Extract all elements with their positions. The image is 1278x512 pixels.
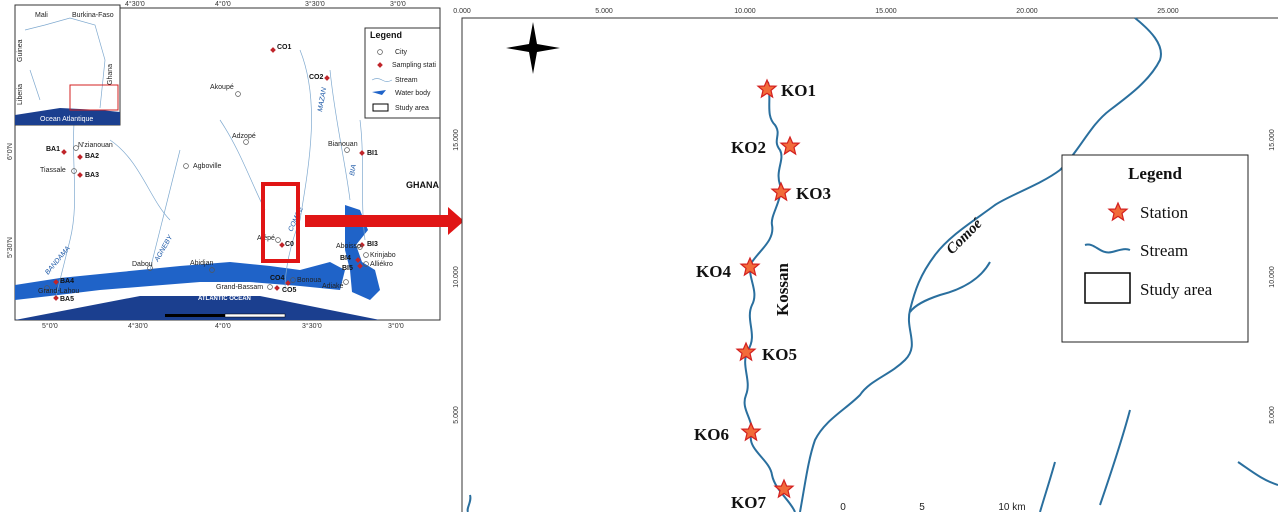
country-label: Burkina-Faso — [72, 12, 114, 19]
top-tick: 4°0'0 — [215, 0, 231, 8]
scale-label: 5 — [919, 502, 925, 512]
legend-label: Study area — [1140, 280, 1213, 299]
station-label: KO3 — [796, 184, 831, 203]
city-label: Abidjan — [190, 260, 213, 267]
top-tick: 10.000 — [734, 8, 756, 15]
right-tick: 15.000 — [1269, 129, 1276, 151]
scale-label: 10 km — [998, 502, 1025, 512]
country-label: Ghana — [107, 64, 114, 85]
bottom-tick: 3°30'0 — [302, 322, 322, 330]
station-label: BA1 — [46, 146, 60, 153]
river-label: Kossan — [773, 263, 792, 316]
ocean-label: ATLANTIC OCEAN — [198, 296, 251, 302]
left-tick: 15.000 — [453, 129, 460, 151]
top-tick: 3°0'0 — [390, 0, 406, 8]
city-label: N'zianouan — [78, 142, 113, 149]
scale-label: 0 — [840, 502, 846, 512]
city-label: Bonoua — [297, 277, 321, 284]
bottom-tick: 4°30'0 — [128, 322, 148, 330]
city-label: Aboisso — [336, 243, 361, 250]
legend-label: Study area — [395, 105, 429, 112]
station-label: CO4 — [270, 275, 285, 282]
legend-label: Water body — [395, 90, 431, 97]
legend-label: Station — [1140, 203, 1189, 222]
left-tick: 6°0'N — [6, 143, 14, 160]
city-label: Bianouan — [328, 141, 358, 148]
station-label: CO1 — [277, 44, 292, 51]
station-label: BA2 — [85, 153, 99, 160]
legend-title: Legend — [1128, 164, 1182, 183]
station-label: KO2 — [731, 138, 766, 157]
top-tick: 15.000 — [875, 8, 897, 15]
top-tick: 3°30'0 — [305, 0, 325, 8]
station-label: CO2 — [309, 74, 324, 81]
country-label: Mali — [35, 12, 48, 19]
station-label: BA3 — [85, 172, 99, 179]
station-label: BA4 — [60, 278, 74, 285]
station-label: BI4 — [340, 255, 351, 262]
station-label: KO7 — [731, 493, 766, 512]
station-label: BI3 — [367, 241, 378, 248]
country-label: GHANA — [406, 180, 439, 190]
top-tick: 0.000 — [453, 8, 471, 15]
station-label: BA5 — [60, 296, 74, 303]
overview-map: Mali Burkina-Faso Guinea Liberia Ghana O… — [6, 0, 440, 330]
page: Mali Burkina-Faso Guinea Liberia Ghana O… — [0, 0, 1278, 512]
bottom-tick: 5°0'0 — [42, 322, 58, 330]
top-tick: 20.000 — [1016, 8, 1038, 15]
city-label: Akoupé — [210, 84, 234, 91]
legend-label: Stream — [395, 77, 418, 84]
figure: Mali Burkina-Faso Guinea Liberia Ghana O… — [0, 0, 1278, 512]
city-label: Grand-Bassam — [216, 284, 263, 291]
city-label: Grand-Lahou — [38, 288, 79, 295]
legend-label: Stream — [1140, 241, 1188, 260]
top-tick: 25.000 — [1157, 8, 1179, 15]
top-tick: 4°30'0 — [125, 0, 145, 8]
station-label: KO5 — [762, 345, 797, 364]
city-label: Adiaké — [322, 283, 344, 290]
left-tick: 5.000 — [453, 406, 460, 424]
station-label: BI5 — [342, 265, 353, 272]
legend-label: City — [395, 49, 408, 56]
station-label: C0 — [285, 241, 294, 248]
city-label: Dabou — [132, 261, 153, 268]
legend-label: Sampling stati — [392, 62, 436, 69]
city-label: Krinjabo — [370, 252, 396, 259]
country-label: Guinea — [17, 39, 24, 62]
ocean-label: Ocean Atlantique — [40, 116, 93, 123]
left-tick: 5°30'N — [6, 237, 14, 258]
bottom-tick: 4°0'0 — [215, 322, 231, 330]
city-label: Agboville — [193, 163, 222, 170]
station-label: KO1 — [781, 81, 816, 100]
scale-bar — [225, 314, 285, 317]
top-tick: 5.000 — [595, 8, 613, 15]
city-label: Alliékro — [370, 261, 393, 268]
scale-bar — [165, 314, 225, 317]
station-label: KO6 — [694, 425, 729, 444]
legend-title: Legend — [370, 30, 402, 40]
station-label: KO4 — [696, 262, 731, 281]
city-label: Tiassale — [40, 167, 66, 174]
bottom-tick: 3°0'0 — [388, 322, 404, 330]
city-label: Adzopé — [232, 133, 256, 140]
left-tick: 10.000 — [453, 266, 460, 288]
country-label: Liberia — [17, 84, 24, 105]
city-label: Alépé — [257, 235, 275, 242]
station-label: CO5 — [282, 287, 297, 294]
right-tick: 10.000 — [1269, 266, 1276, 288]
station-label: BI1 — [367, 150, 378, 157]
right-tick: 5.000 — [1269, 406, 1276, 424]
detail-map: 0.000 5.000 10.000 15.000 20.000 25.000 … — [453, 8, 1278, 512]
